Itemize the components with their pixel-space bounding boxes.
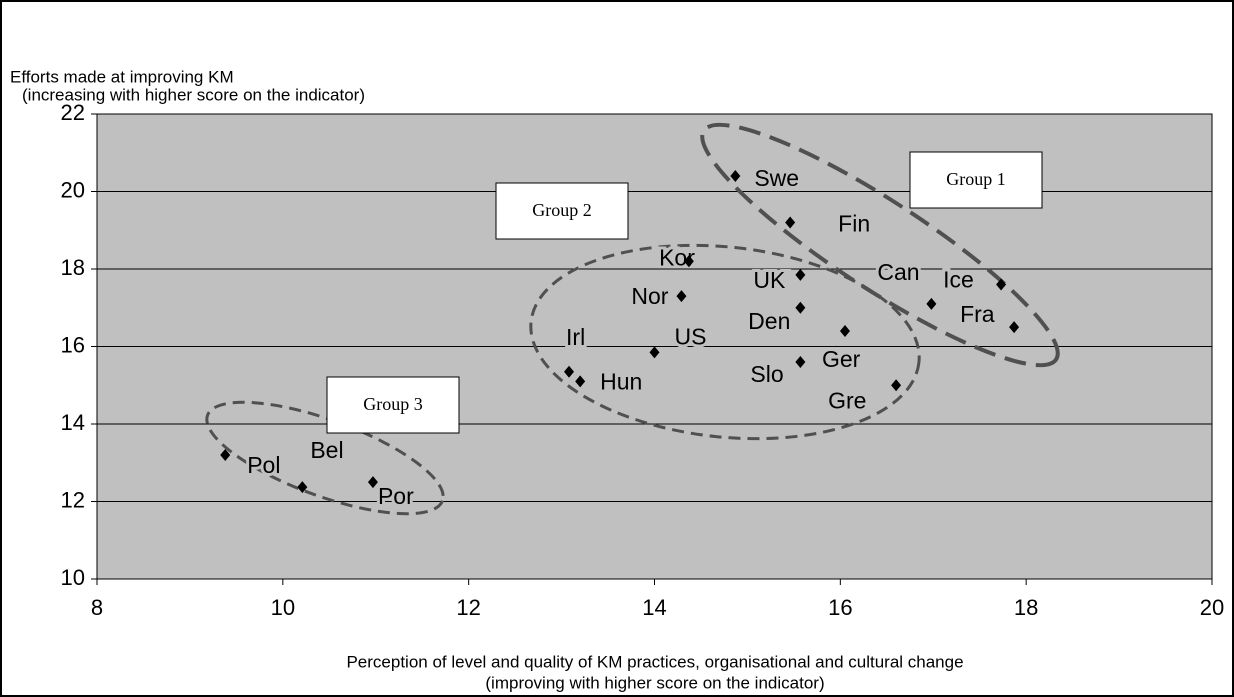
group-box (495, 182, 629, 240)
x-tick-label: 8 (91, 595, 103, 620)
y-axis-label: (increasing with higher score on the ind… (22, 85, 365, 104)
point-label: Can (877, 259, 919, 285)
point-label: Irl (566, 324, 585, 350)
point (996, 278, 1007, 291)
y-tick-label: 10 (61, 565, 85, 590)
point-label: Ice (943, 267, 974, 293)
group-3-ellipse (205, 400, 445, 516)
point (795, 356, 806, 368)
point-label: UK (753, 267, 786, 293)
x-tick-label: 16 (828, 595, 852, 620)
point-label: Nor (631, 283, 668, 309)
point (891, 379, 902, 392)
point-label: Gre (828, 387, 866, 413)
point-label: Pol (247, 452, 280, 478)
point (367, 476, 378, 489)
y-axis-label: Efforts made at improving KM (10, 67, 234, 86)
point (220, 449, 231, 461)
group-box (326, 376, 460, 434)
y-tick-label: 20 (61, 177, 85, 202)
x-axis-label: Perception of level and quality of KM pr… (346, 652, 963, 671)
point (795, 301, 806, 314)
point (795, 268, 806, 281)
y-tick-label: 12 (61, 487, 85, 512)
x-tick-label: 14 (642, 595, 666, 620)
annotation: Group 3 (363, 394, 423, 414)
point-label: Ger (822, 346, 861, 372)
point-label: Slo (750, 361, 783, 387)
y-tick-label: 18 (61, 255, 85, 280)
point (676, 290, 687, 303)
y-tick-label: 22 (61, 100, 85, 125)
point (649, 346, 660, 359)
y-tick-label: 14 (61, 410, 85, 435)
group-2-ellipse (529, 243, 921, 441)
x-tick-label: 20 (1200, 595, 1224, 620)
point (785, 216, 796, 229)
y-tick-label: 16 (61, 332, 85, 357)
point-label: Fin (838, 211, 870, 237)
point-label: Por (378, 483, 414, 509)
annotation: Group 2 (532, 200, 592, 220)
point (730, 170, 741, 182)
x-tick-label: 10 (271, 595, 295, 620)
x-tick-label: 12 (456, 595, 480, 620)
point-label: Den (748, 308, 790, 334)
point-label: Fra (960, 301, 995, 327)
point (564, 365, 575, 378)
x-tick-label: 18 (1014, 595, 1038, 620)
point-label: Bel (310, 437, 343, 463)
point (297, 481, 308, 494)
point-label: US (675, 323, 707, 349)
point-label: Hun (600, 368, 642, 394)
point (683, 255, 694, 268)
x-axis-label: (improving with higher score on the indi… (485, 673, 824, 692)
annotation: Group 1 (946, 169, 1006, 189)
point (926, 297, 937, 310)
group-box (909, 151, 1043, 209)
point-label: Swe (754, 165, 799, 191)
point (575, 375, 586, 388)
point (839, 325, 850, 337)
point (1009, 321, 1020, 334)
group-1-ellipse (700, 122, 1060, 368)
